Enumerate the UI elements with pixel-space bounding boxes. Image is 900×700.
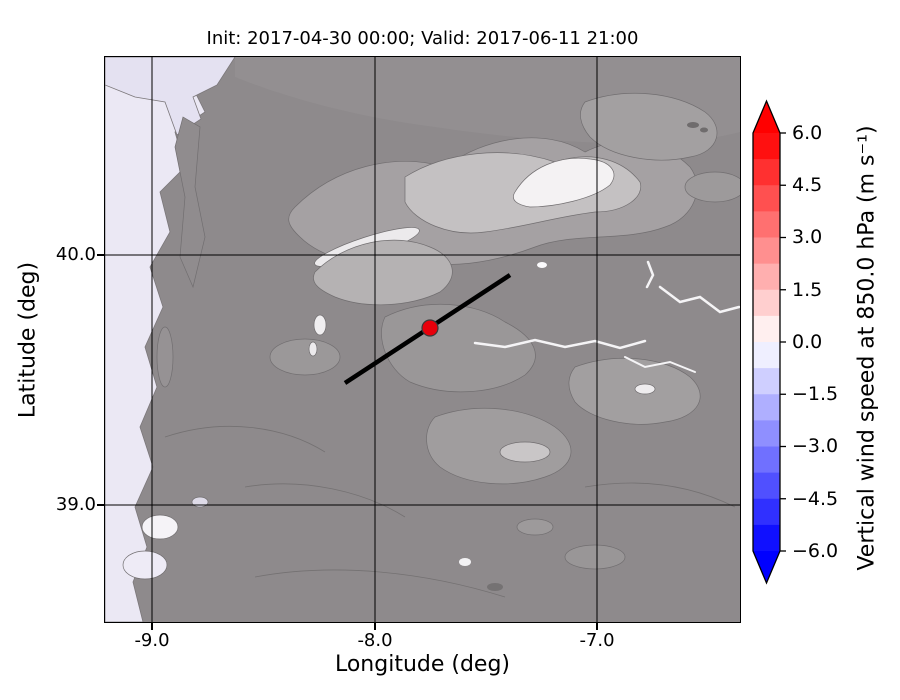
terrain-map [105, 57, 740, 622]
y-tickmark-1 [97, 254, 104, 256]
x-tick-label-3: -7.0 [579, 630, 615, 651]
colorbar-tick-label-5: 0.0 [792, 331, 823, 353]
y-axis-label: Latitude (deg) [15, 261, 41, 419]
x-tickmark-2 [374, 623, 376, 630]
colorbar-band-16 [753, 524, 780, 551]
colorbar-band-13 [753, 446, 780, 473]
colorbar-band-9 [753, 342, 780, 369]
y-tick-label-1: 40.0 [55, 244, 96, 265]
x-tickmark-3 [596, 623, 598, 630]
y-tickmark-2 [97, 504, 104, 506]
colorbar-band-12 [753, 420, 780, 447]
plot-title: Init: 2017-04-30 00:00; Valid: 2017-06-1… [206, 28, 639, 49]
grid-lines [105, 57, 740, 622]
x-tick-label-1: -9.0 [134, 630, 170, 651]
colorbar-band-4 [753, 211, 780, 238]
colorbar-band-5 [753, 237, 780, 264]
colorbar-band-6 [753, 263, 780, 291]
colorbar-band-7 [753, 289, 780, 317]
colorbar-arrow-over [753, 101, 780, 133]
terrain-shading [105, 57, 740, 622]
x-tickmark-1 [151, 623, 153, 630]
colorbar-tick-label-3: 3.0 [792, 226, 823, 248]
colorbar-band-14 [753, 472, 780, 500]
colorbar-band-3 [753, 185, 780, 212]
colorbar-band-8 [753, 315, 780, 343]
colorbar-band-15 [753, 498, 780, 526]
colorbar-tick-label-6: −1.5 [792, 383, 839, 405]
colorbar-tick-label-9: −6.0 [792, 540, 839, 562]
colorbar-tick-label-4: 1.5 [792, 279, 823, 301]
colorbar-label: Vertical wind speed at 850.0 hPa (m s⁻¹) [854, 125, 880, 571]
colorbar-tick-label-8: −4.5 [792, 488, 839, 510]
colorbar-band-10 [753, 368, 780, 395]
x-axis-label: Longitude (deg) [334, 652, 511, 677]
colorbar-tickmarks [780, 132, 786, 552]
colorbar-tick-label-2: 4.5 [792, 174, 823, 196]
colorbar-tick-label-1: 6.0 [792, 122, 823, 144]
colorbar-band-1 [753, 133, 780, 160]
colorbar-band-2 [753, 159, 780, 186]
x-tick-label-2: -8.0 [357, 630, 393, 651]
river-lines [473, 260, 740, 373]
map-plot-area [104, 56, 741, 623]
colorbar-tick-label-7: −3.0 [792, 435, 839, 457]
station-marker [421, 319, 439, 337]
colorbar-band-11 [753, 394, 780, 421]
colorbar-arrow-under [753, 551, 780, 583]
colorbar [752, 99, 786, 585]
y-tick-label-2: 39.0 [55, 494, 96, 515]
